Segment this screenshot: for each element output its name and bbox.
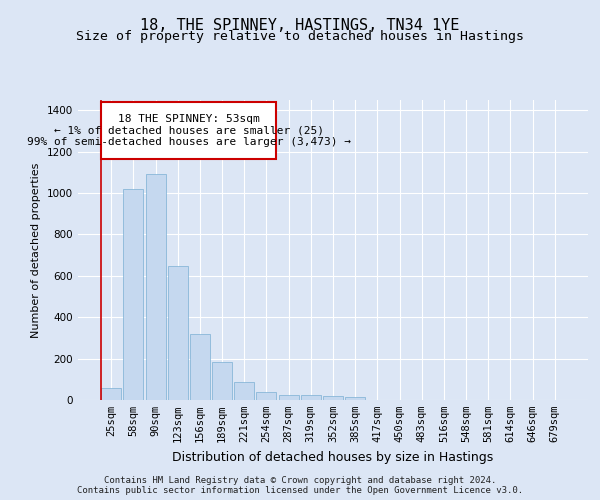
Bar [256, 392, 277, 400]
Bar [101, 388, 121, 400]
Bar [168, 266, 188, 400]
Bar [323, 396, 343, 400]
Text: Size of property relative to detached houses in Hastings: Size of property relative to detached ho… [76, 30, 524, 43]
Bar [146, 174, 166, 400]
Bar [345, 398, 365, 400]
Bar [190, 334, 210, 400]
Text: 18, THE SPINNEY, HASTINGS, TN34 1YE: 18, THE SPINNEY, HASTINGS, TN34 1YE [140, 18, 460, 32]
Bar [212, 362, 232, 400]
Bar [278, 395, 299, 400]
X-axis label: Distribution of detached houses by size in Hastings: Distribution of detached houses by size … [172, 450, 494, 464]
Text: Contains HM Land Registry data © Crown copyright and database right 2024.
Contai: Contains HM Land Registry data © Crown c… [77, 476, 523, 495]
Y-axis label: Number of detached properties: Number of detached properties [31, 162, 41, 338]
Bar [124, 189, 143, 400]
Bar [301, 395, 321, 400]
Bar [234, 382, 254, 400]
Text: 18 THE SPINNEY: 53sqm
← 1% of detached houses are smaller (25)
99% of semi-detac: 18 THE SPINNEY: 53sqm ← 1% of detached h… [27, 114, 351, 147]
FancyBboxPatch shape [101, 102, 277, 159]
